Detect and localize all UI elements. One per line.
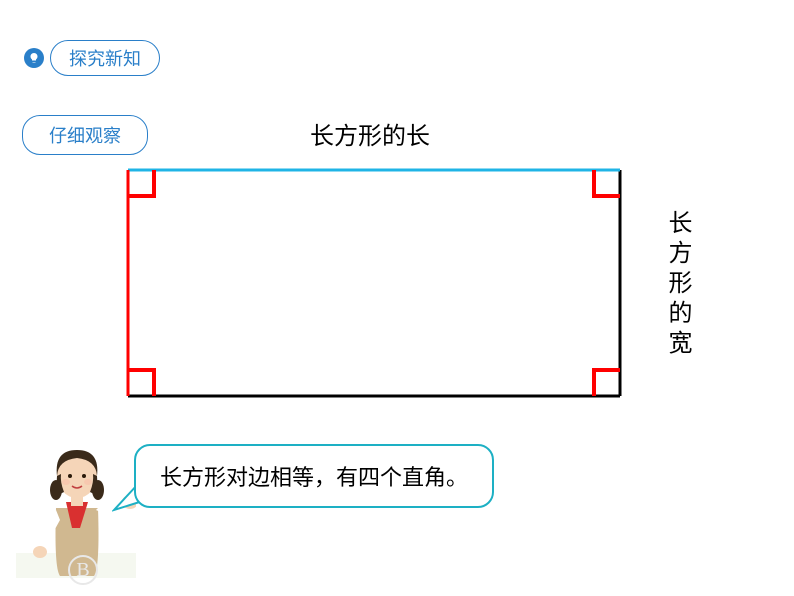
corner-top-right (594, 170, 620, 196)
corner-top-left (128, 170, 154, 196)
rectangle-width-label: 长方形的宽 (660, 210, 695, 360)
header-badge-explore: 探究新知 (24, 40, 160, 76)
speech-bubble: 长方形对边相等，有四个直角。 (134, 444, 494, 508)
corner-bottom-left (128, 370, 154, 396)
rectangle-length-label: 长方形的长 (310, 116, 430, 151)
explore-badge: 探究新知 (50, 40, 160, 76)
corner-bottom-right (594, 370, 620, 396)
speech-text: 长方形对边相等，有四个直角。 (160, 465, 468, 490)
observe-badge: 仔细观察 (22, 115, 148, 155)
header-badge-observe: 仔细观察 (22, 115, 148, 155)
bulb-icon (24, 48, 44, 68)
watermark-icon: B (68, 555, 98, 585)
rectangle-diagram (120, 160, 640, 410)
